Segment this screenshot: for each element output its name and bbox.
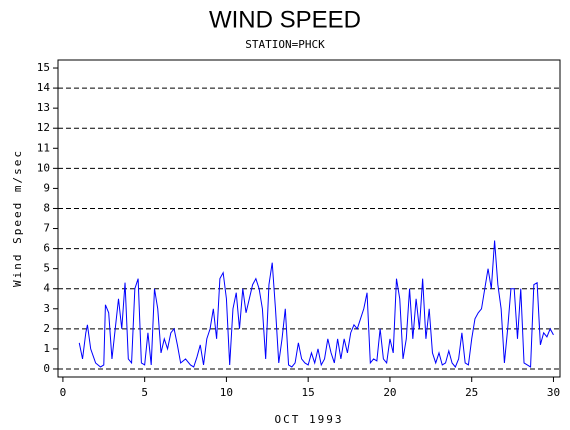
y-tick-label: 10 — [37, 161, 50, 174]
x-tick-label: 25 — [465, 386, 478, 399]
chart-title: WIND SPEED — [209, 6, 361, 33]
y-tick-label: 6 — [43, 242, 50, 255]
x-tick-label: 20 — [383, 386, 396, 399]
x-tick-label: 5 — [141, 386, 148, 399]
y-tick-label: 0 — [43, 362, 50, 375]
y-tick-label: 2 — [43, 322, 50, 335]
y-tick-label: 5 — [43, 262, 50, 275]
y-tick-label: 13 — [37, 101, 50, 114]
y-tick-label: 3 — [43, 302, 50, 315]
y-tick-label: 7 — [43, 222, 50, 235]
y-axis-label: Wind Speed m/sec — [11, 149, 24, 287]
chart-subtitle: STATION=PHCK — [245, 38, 325, 51]
x-tick-label: 30 — [547, 386, 560, 399]
y-tick-label: 9 — [43, 181, 50, 194]
plot-frame — [57, 59, 561, 378]
x-tick-label: 15 — [302, 386, 315, 399]
y-tick-label: 15 — [37, 61, 50, 74]
y-tick-label: 11 — [37, 141, 50, 154]
x-tick-label: 10 — [220, 386, 233, 399]
y-tick-label: 14 — [37, 81, 51, 94]
data-line — [78, 240, 554, 368]
y-tick-label: 8 — [43, 201, 50, 214]
y-tick-label: 12 — [37, 121, 50, 134]
x-axis-label: OCT 1993 — [275, 413, 344, 426]
y-tick-label: 4 — [43, 282, 50, 295]
y-tick-label: 1 — [43, 342, 50, 355]
x-tick-label: 0 — [60, 386, 67, 399]
